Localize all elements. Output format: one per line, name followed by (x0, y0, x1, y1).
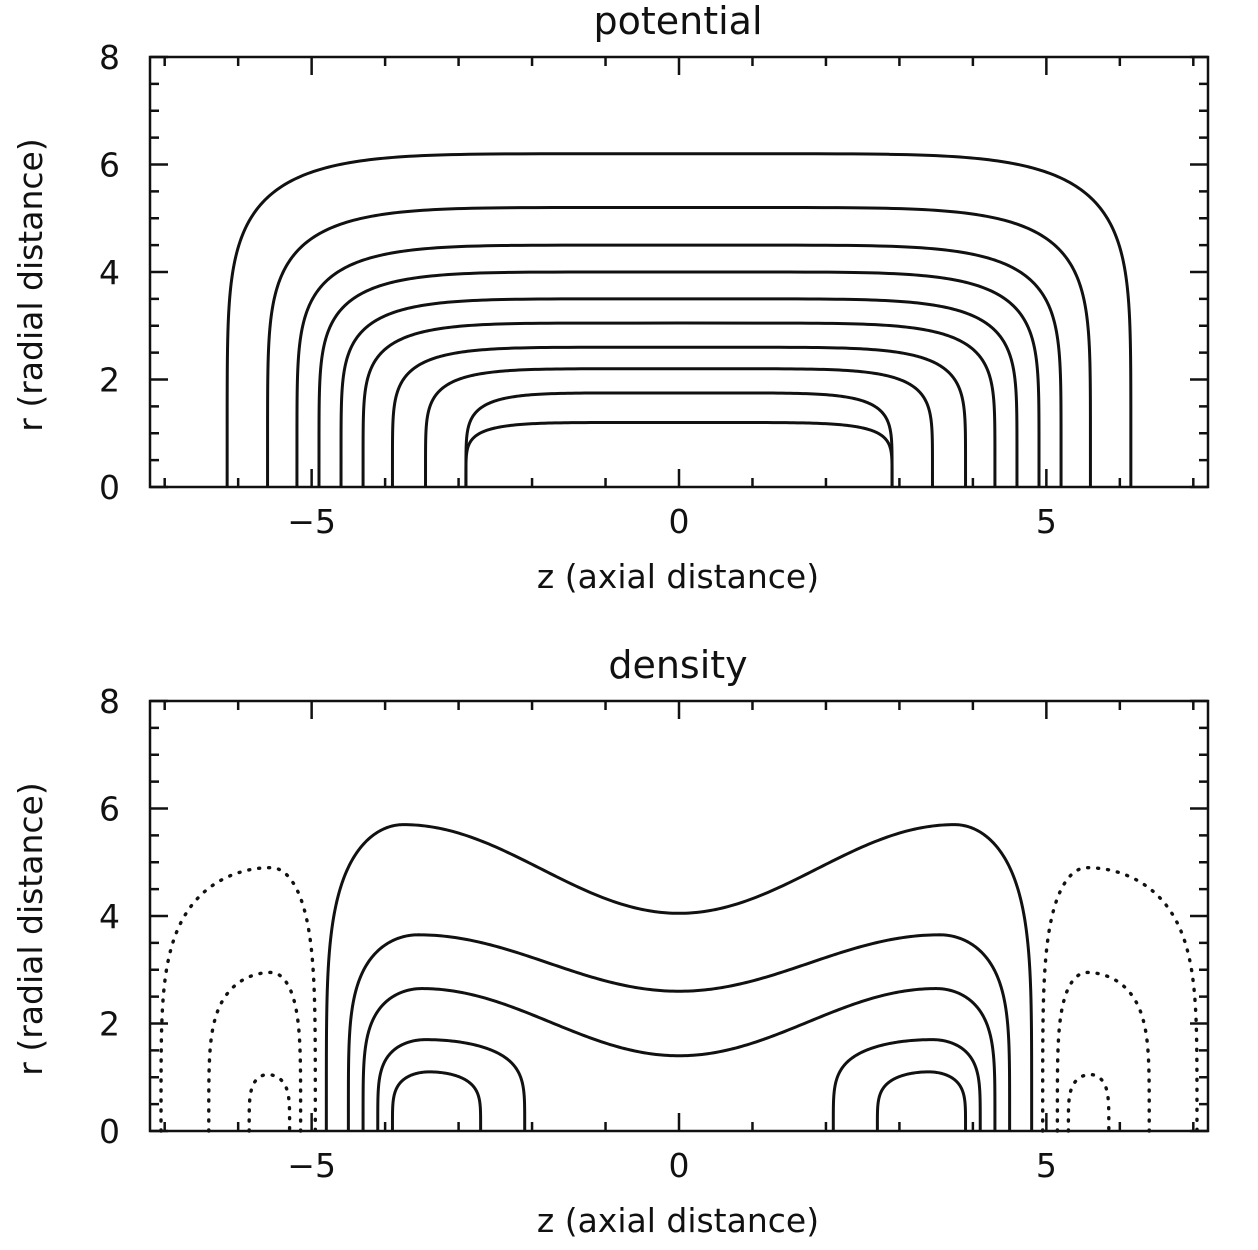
contour-line (324, 823, 1034, 1132)
contour-line (1066, 1072, 1111, 1133)
contour-line (390, 1070, 483, 1132)
contour-line (247, 1072, 292, 1133)
y-axis-label: r (radial distance) (11, 138, 50, 431)
contour-line (361, 321, 997, 488)
y-tick-label: 4 (99, 253, 120, 292)
x-axis-label: z (axial distance) (537, 1201, 819, 1240)
y-tick-label: 6 (99, 146, 120, 185)
x-tick-label: 0 (669, 1146, 690, 1185)
contour-line (464, 391, 894, 488)
contour-line (464, 421, 894, 488)
contour-lines (159, 823, 1199, 1133)
chart-title: density (608, 643, 747, 687)
y-tick-label: 8 (99, 38, 120, 77)
contour-line (1040, 865, 1199, 1133)
contour-line (225, 152, 1133, 488)
y-tick-label: 6 (99, 790, 120, 829)
axis-ticks (150, 699, 1208, 1133)
plot-frame (148, 699, 1210, 1133)
x-tick-label: 0 (669, 502, 690, 541)
y-tick-label: 0 (99, 468, 120, 507)
x-tick-label: −5 (287, 502, 336, 541)
chart-title: potential (593, 0, 762, 43)
contour-line (1055, 970, 1151, 1133)
contour-line (875, 1070, 968, 1132)
y-tick-label: 4 (99, 897, 120, 936)
y-tick-label: 8 (99, 682, 120, 721)
contour-lines (225, 152, 1133, 488)
potential-panel: potential −5 0 5 0 2 4 6 8 z (axial distance) r… (11, 0, 1210, 596)
y-tick-label: 2 (99, 361, 120, 400)
axis-ticks (150, 55, 1208, 489)
contour-line (159, 865, 318, 1133)
contour-line (266, 206, 1092, 488)
x-tick-label: −5 (287, 1146, 336, 1185)
y-axis-label: r (radial distance) (11, 782, 50, 1075)
y-tick-label: 0 (99, 1112, 120, 1151)
tick-labels: −5 0 5 0 2 4 6 8 (99, 38, 1057, 541)
contour-line (390, 345, 968, 488)
density-panel: density −5 0 5 0 2 4 6 8 z (axial distance) r (… (11, 643, 1210, 1240)
tick-labels: −5 0 5 0 2 4 6 8 (99, 682, 1057, 1185)
contour-line (361, 987, 997, 1132)
x-axis-label: z (axial distance) (537, 557, 819, 596)
contour-line (295, 243, 1063, 488)
contour-line (346, 933, 1012, 1132)
x-tick-label: 5 (1036, 502, 1057, 541)
y-tick-label: 2 (99, 1005, 120, 1044)
contour-line (831, 1038, 982, 1132)
x-tick-label: 5 (1036, 1146, 1057, 1185)
contour-line (376, 1038, 527, 1132)
contour-line (317, 270, 1041, 488)
contour-line (424, 367, 934, 488)
contour-line (207, 970, 303, 1133)
contour-line (339, 297, 1019, 488)
